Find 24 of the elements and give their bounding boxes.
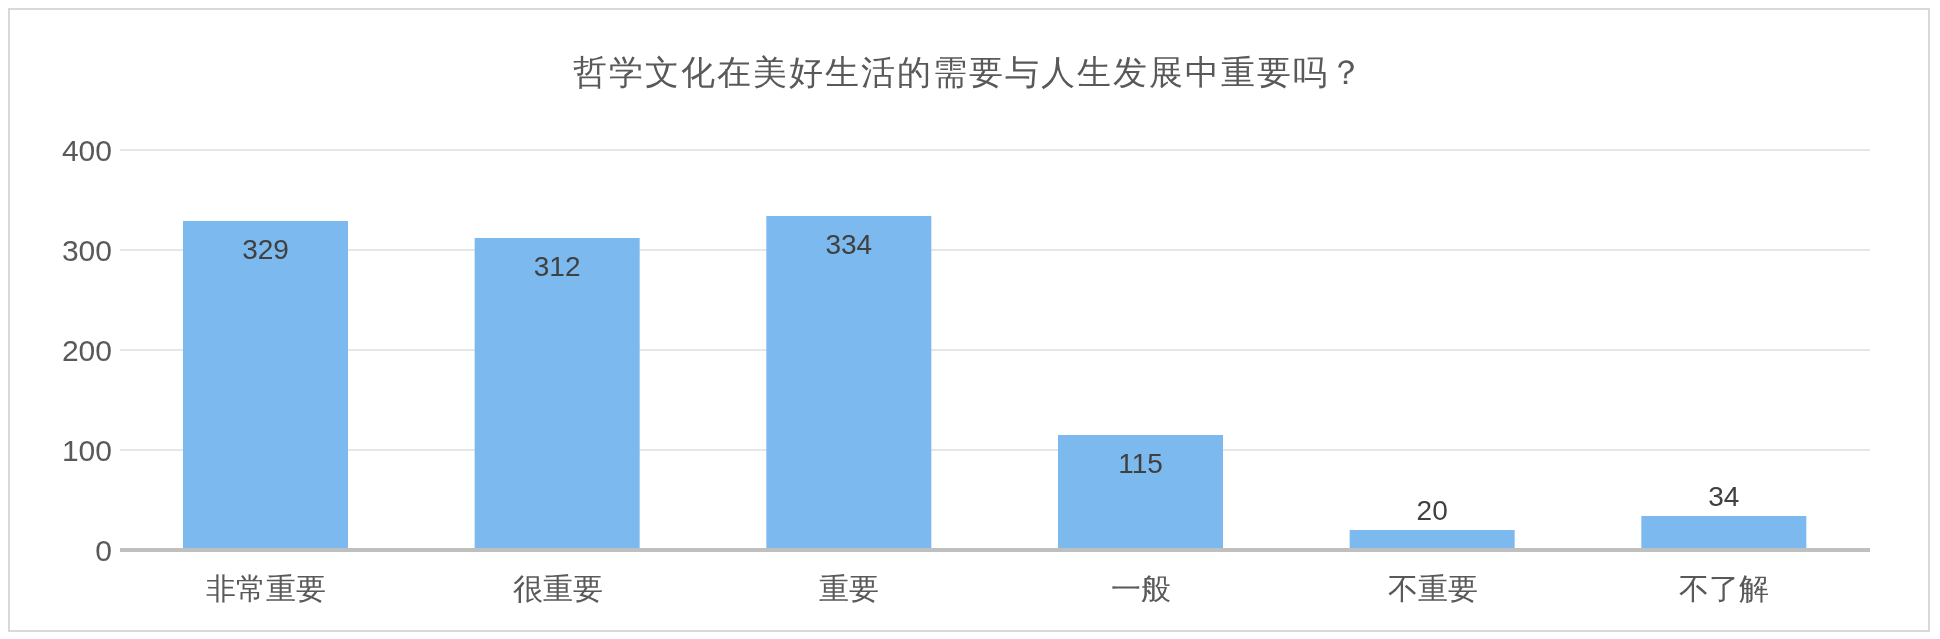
y-tick-label: 200: [61, 333, 112, 367]
chart-title: 哲学文化在美好生活的需要与人生发展中重要吗？: [572, 52, 1366, 93]
data-label: 334: [825, 229, 873, 260]
y-tick-label: 100: [61, 433, 112, 467]
y-tick-label: 400: [61, 133, 112, 167]
y-tick-label: 300: [61, 233, 112, 267]
bar: [1058, 435, 1223, 550]
data-label: 34: [1708, 481, 1740, 512]
x-tick-label: 重要: [819, 572, 880, 606]
bar: [766, 216, 932, 550]
x-tick-label: 不了解: [1679, 572, 1770, 606]
x-tick-label: 很重要: [512, 572, 603, 606]
x-tick-label: 非常重要: [205, 572, 326, 606]
data-label: 312: [533, 251, 581, 282]
x-tick-label: 不重要: [1387, 572, 1478, 606]
data-label: 329: [242, 234, 289, 265]
bar: [1349, 530, 1515, 550]
data-label: 20: [1416, 495, 1448, 526]
data-label: 115: [1118, 448, 1163, 479]
bar: [1641, 516, 1807, 550]
x-tick-label: 一般: [1110, 572, 1171, 606]
bar: [474, 238, 640, 550]
y-tick-label: 0: [95, 533, 112, 567]
bar: [183, 221, 348, 550]
